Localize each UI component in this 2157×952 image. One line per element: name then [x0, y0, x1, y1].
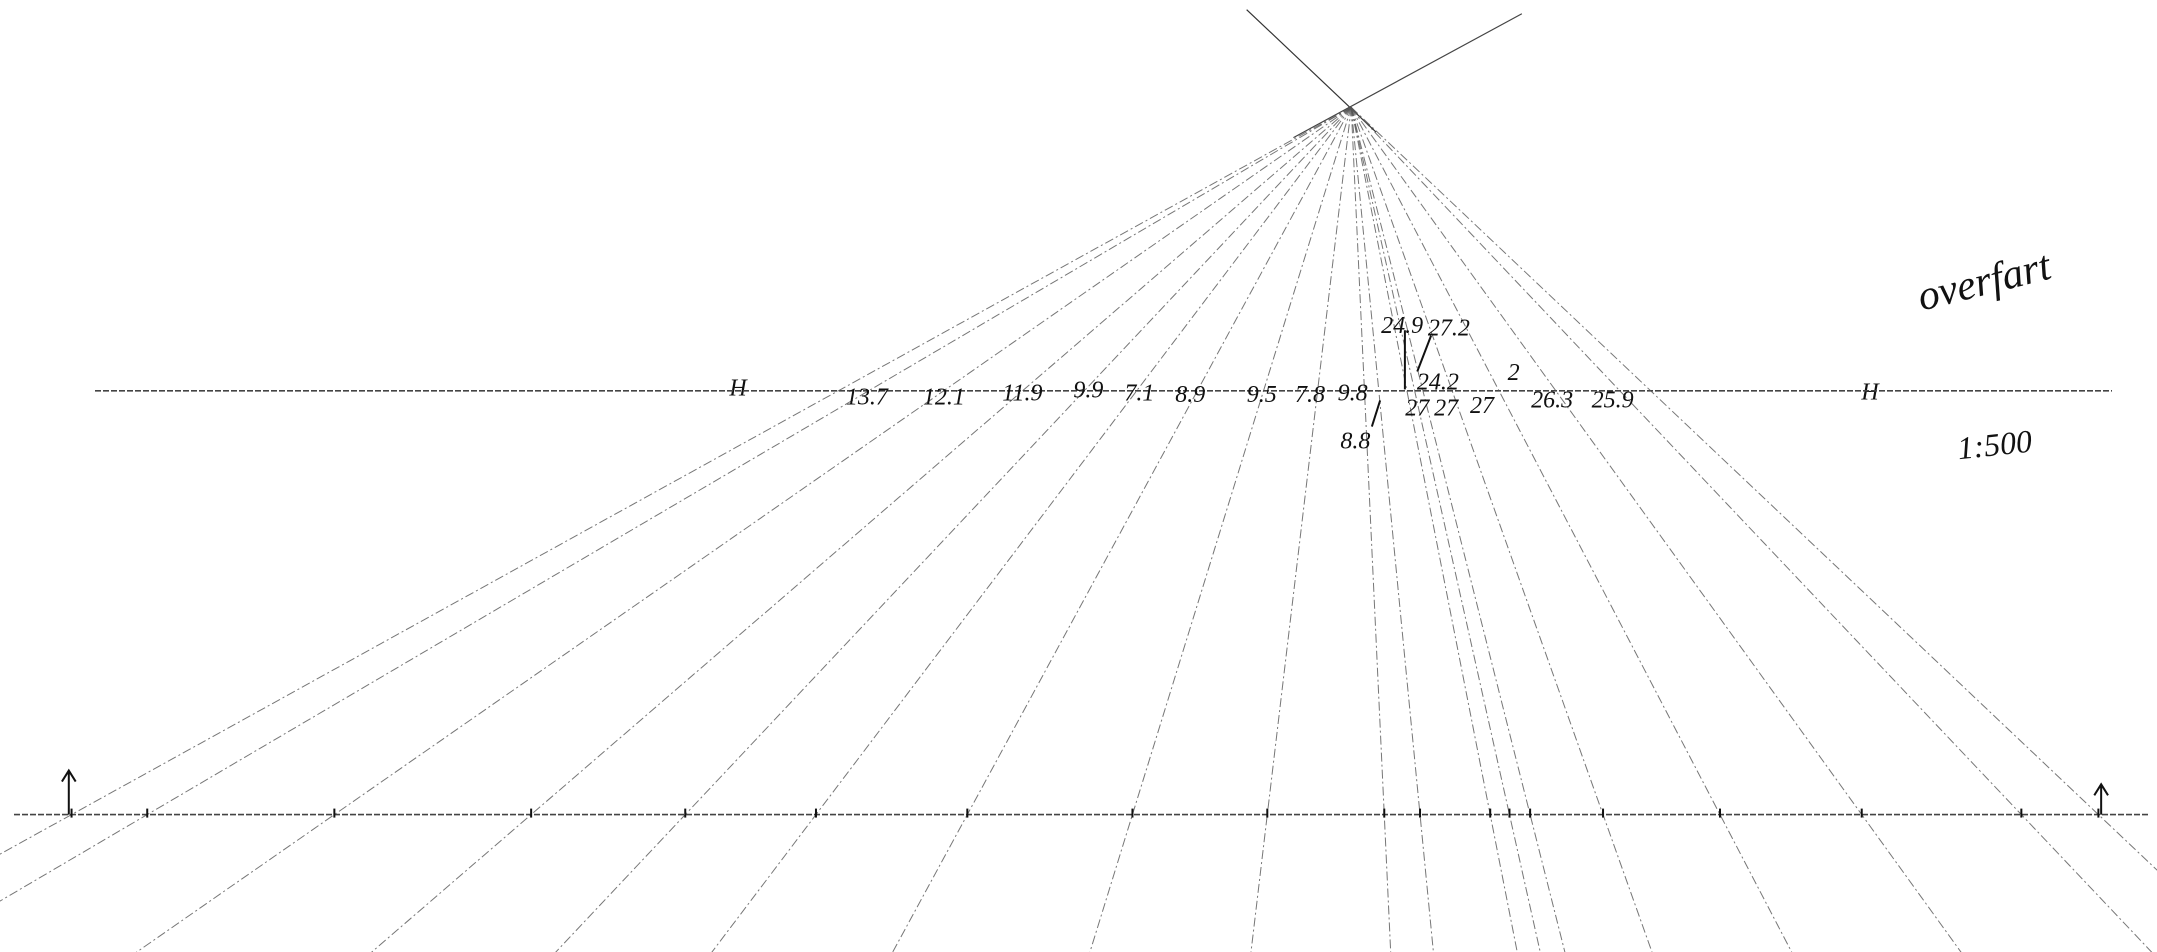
- sight-ray: [1350, 106, 2157, 871]
- height-label: 12.1: [923, 385, 965, 411]
- height-label: 7.1: [1124, 380, 1154, 406]
- height-label: 9.5: [1247, 382, 1277, 408]
- sight-ray: [371, 106, 1352, 952]
- sight-ray: [1350, 107, 1541, 952]
- height-label: 9.9: [1073, 378, 1103, 404]
- height-label: 25.9: [1592, 387, 1634, 413]
- height-label: 27: [1470, 393, 1495, 419]
- height-label: 27.2: [1428, 316, 1470, 342]
- sight-ray: [0, 106, 1352, 855]
- sight-ray: [555, 106, 1352, 952]
- horizon-label: H: [728, 376, 748, 402]
- height-label: 27: [1434, 396, 1459, 422]
- height-label: 27: [1405, 396, 1430, 422]
- sight-ray: [1089, 107, 1352, 952]
- sight-ray: [1350, 107, 1518, 952]
- sight-ray: [1350, 107, 1793, 952]
- leader-line: [1416, 335, 1432, 372]
- sight-ray: [711, 107, 1352, 952]
- sight-ray: [892, 107, 1352, 952]
- construction-line: [1293, 13, 1523, 139]
- height-label: 7.8: [1295, 382, 1325, 408]
- height-label: 8.9: [1175, 382, 1205, 408]
- height-label: 13.7: [846, 385, 889, 411]
- height-label: 2: [1508, 360, 1520, 386]
- height-label: 11.9: [1002, 380, 1042, 406]
- sight-ray: [1350, 107, 1653, 952]
- sight-ray: [1350, 107, 1962, 952]
- arrow: [2093, 782, 2109, 815]
- sight-ray: [1350, 106, 2153, 952]
- drawing-title: overfart: [1913, 243, 2057, 321]
- sight-ray: [1250, 107, 1352, 952]
- arrow: [61, 768, 77, 815]
- construction-line: [1246, 9, 1377, 133]
- height-label: 9.8: [1338, 380, 1368, 406]
- height-label: 24.2: [1417, 369, 1459, 395]
- scale-label: 1:500: [1956, 423, 2034, 467]
- sight-ray: [1350, 107, 1566, 952]
- sight-ray: [0, 106, 1352, 902]
- height-label: 24.9: [1381, 313, 1423, 339]
- sight-ray: [1350, 107, 1392, 952]
- leader-line: [1370, 400, 1382, 427]
- sight-ray: [1350, 107, 1434, 952]
- height-label: 26.3: [1531, 387, 1573, 413]
- height-label: 8.8: [1340, 429, 1370, 455]
- horizon-label: H: [1860, 380, 1880, 406]
- sight-ray: [135, 106, 1352, 952]
